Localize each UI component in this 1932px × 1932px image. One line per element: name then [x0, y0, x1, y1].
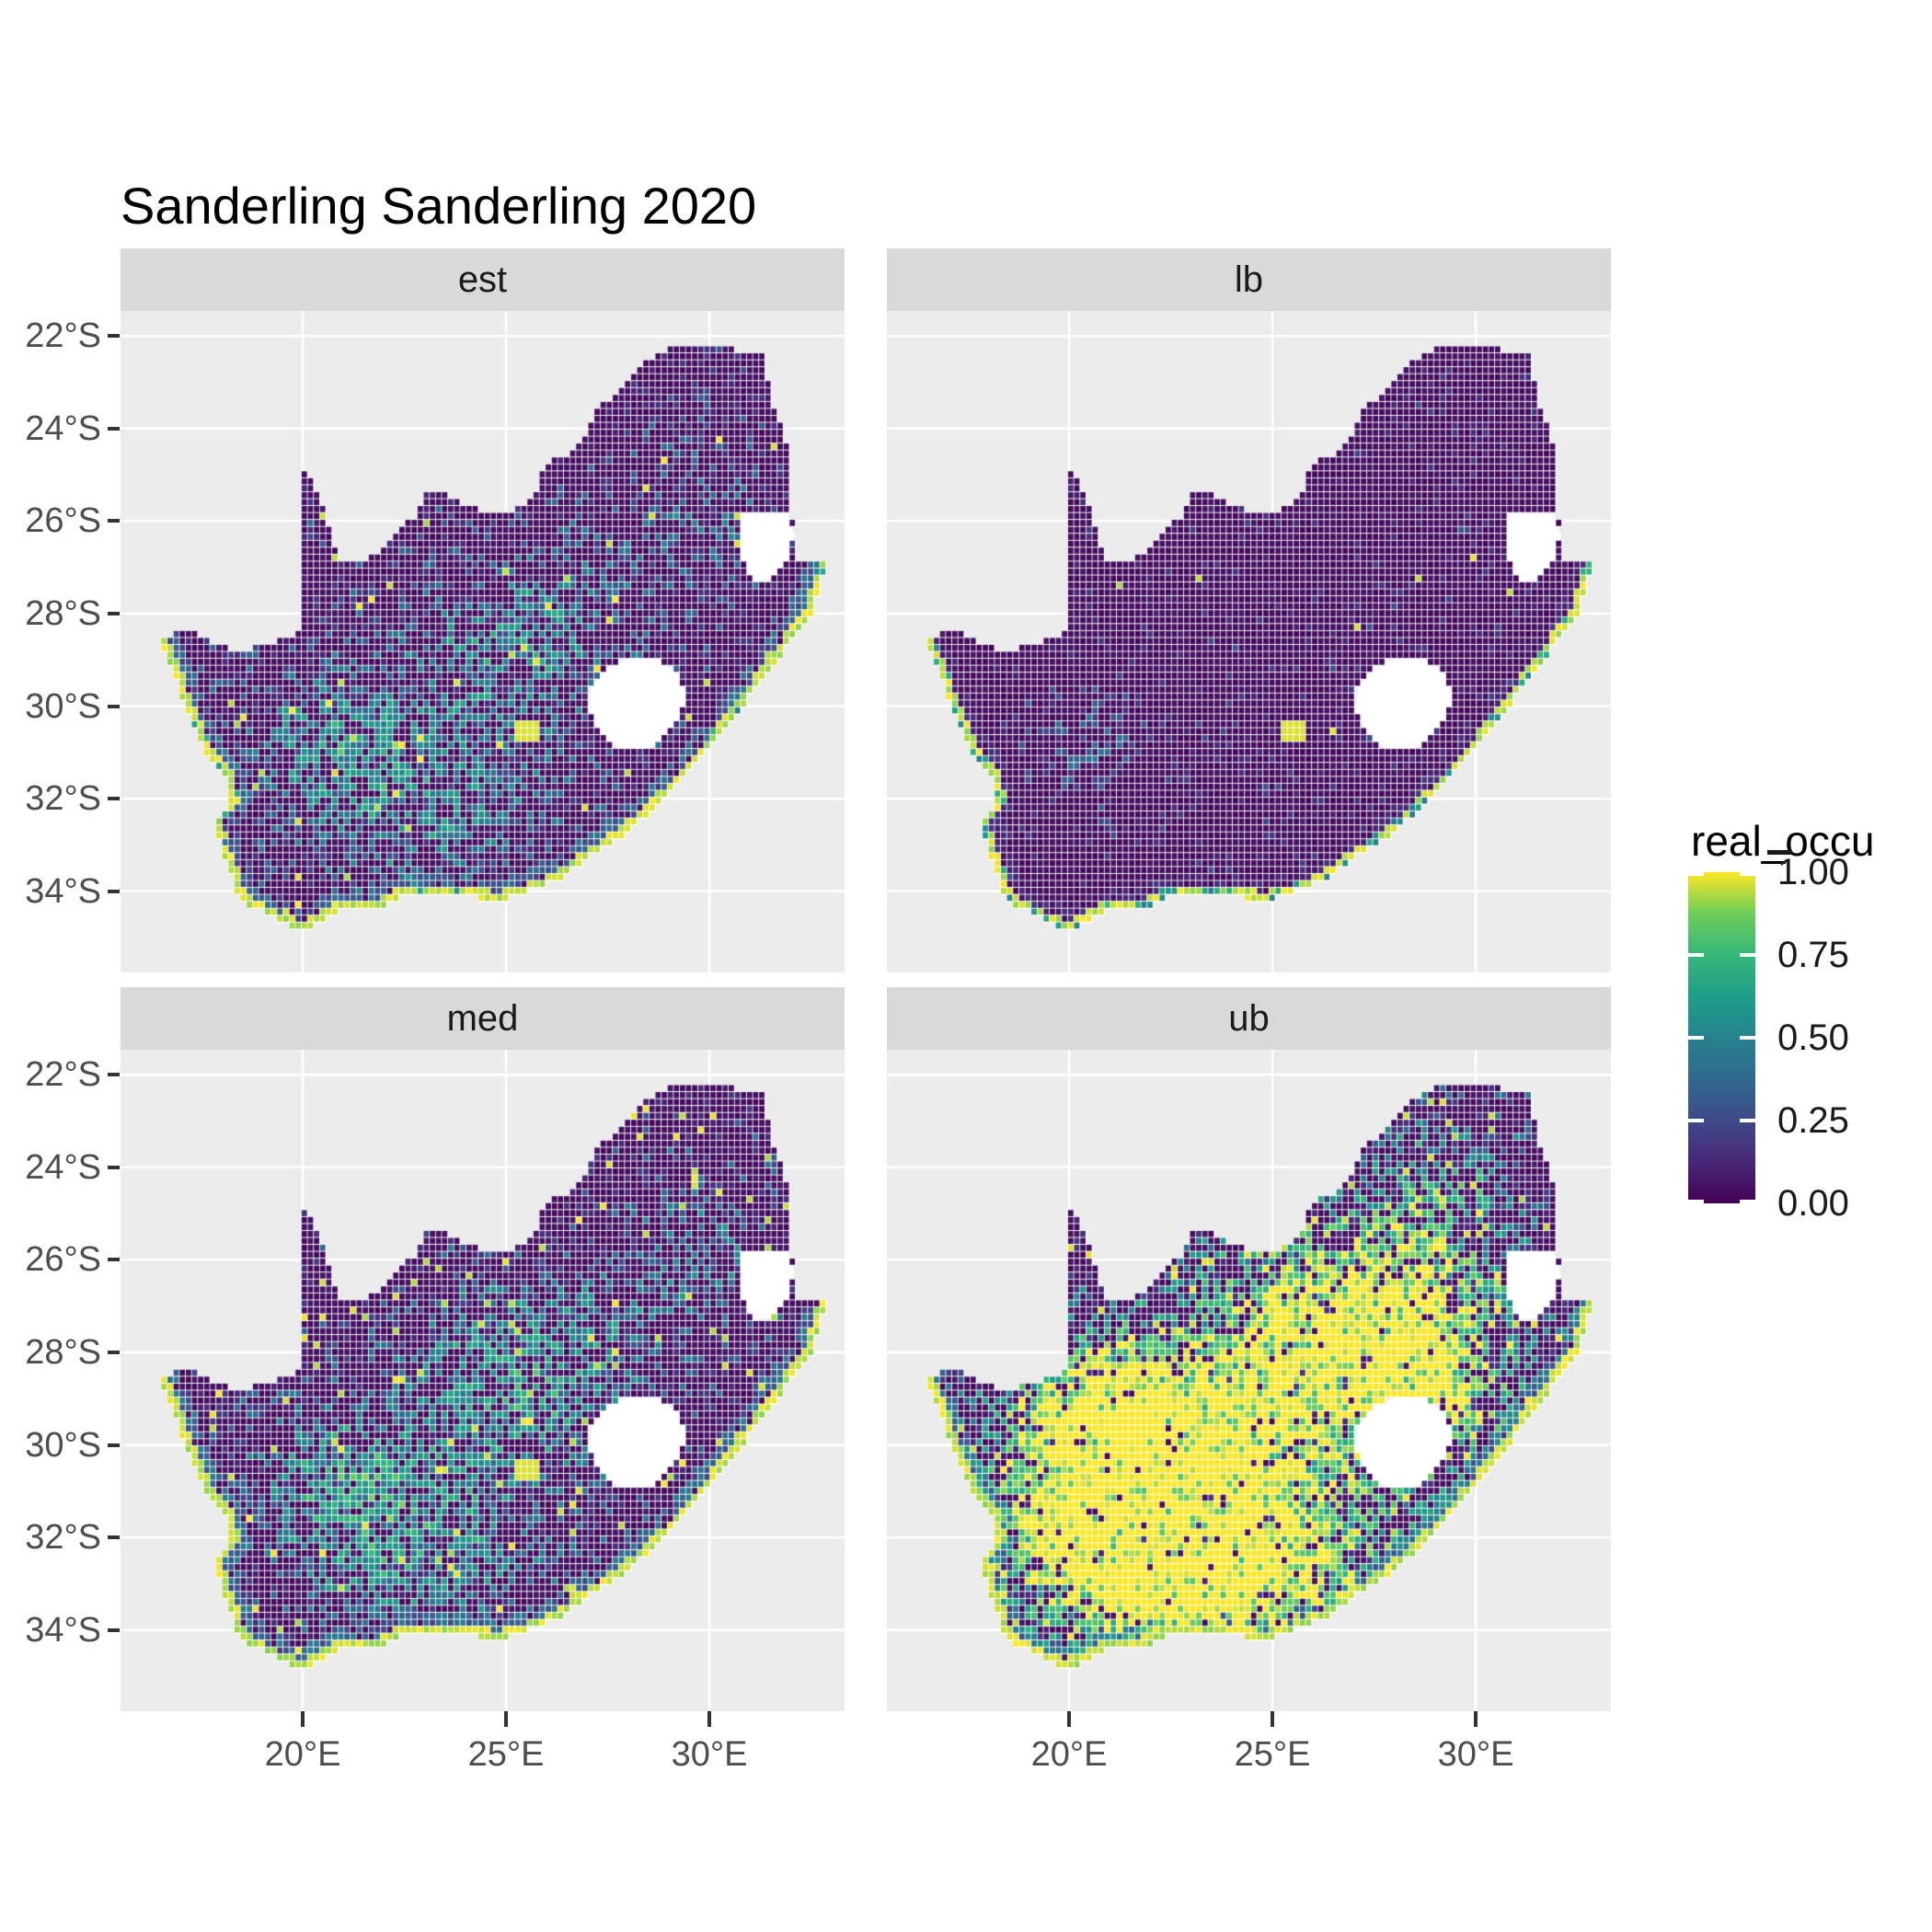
y-axis-label: 34°S	[25, 1610, 101, 1650]
legend-bar-tick-left	[1688, 872, 1704, 876]
y-tick-mark	[108, 519, 120, 523]
legend-tick-label: 0.75	[1777, 935, 1849, 975]
legend-bar-tick-right	[1740, 1036, 1755, 1040]
y-tick-mark	[108, 1627, 120, 1632]
facet-strip-label-lb: lb	[1234, 259, 1264, 300]
facet-map-est	[121, 311, 845, 972]
y-tick-mark	[108, 797, 120, 801]
y-tick-mark	[108, 426, 120, 431]
facet-strip-ub: ub	[887, 987, 1611, 1050]
legend-tick-label: 1.00	[1777, 852, 1849, 892]
y-axis-label: 22°S	[25, 1055, 101, 1095]
facet-strip-label-med: med	[446, 997, 519, 1039]
legend-tick-label: 0.00	[1777, 1183, 1849, 1224]
facet-map-lb	[887, 311, 1611, 972]
legend-bar-tick-left	[1688, 1200, 1704, 1203]
facet-strip-label-ub: ub	[1228, 997, 1270, 1039]
facet-strip-label-est: est	[457, 259, 508, 300]
y-axis-label: 26°S	[25, 1240, 101, 1280]
legend-tick-label: 0.50	[1777, 1018, 1849, 1058]
y-axis-label: 24°S	[25, 408, 101, 448]
x-tick-mark	[1474, 1711, 1478, 1727]
y-axis-label: 30°S	[25, 686, 101, 726]
y-tick-mark	[108, 334, 120, 339]
x-axis-label: 20°E	[1030, 1735, 1108, 1774]
legend-tick-label: 0.25	[1777, 1100, 1849, 1141]
legend-bar-tick-left	[1688, 953, 1704, 957]
y-tick-mark	[108, 1350, 120, 1354]
y-axis-label: 28°S	[25, 1332, 101, 1372]
y-axis-label: 32°S	[25, 1518, 101, 1558]
facet-strip-est: est	[121, 248, 845, 311]
y-tick-mark	[108, 1165, 120, 1169]
x-tick-mark	[1271, 1711, 1275, 1727]
legend-bar-tick-right	[1740, 1119, 1755, 1122]
y-axis-label: 30°S	[25, 1425, 101, 1465]
legend-bar-tick-right	[1740, 953, 1755, 957]
facet-strip-lb: lb	[887, 248, 1611, 311]
x-axis-label: 30°E	[1437, 1735, 1514, 1774]
facet-map-ub	[887, 1050, 1611, 1711]
legend-title: real_occu	[1691, 817, 1875, 865]
legend-bar-tick-right	[1740, 872, 1755, 876]
x-axis-label: 20°E	[264, 1735, 341, 1774]
x-axis-label: 25°E	[467, 1735, 545, 1774]
legend-bar-tick-right	[1740, 1200, 1755, 1203]
y-axis-label: 26°S	[25, 501, 101, 541]
y-tick-mark	[108, 1073, 120, 1077]
x-tick-mark	[707, 1711, 712, 1727]
legend-overflow-tick	[1767, 850, 1792, 855]
y-tick-mark	[108, 704, 120, 708]
y-axis-label: 34°S	[25, 871, 101, 911]
facet-map-med	[121, 1050, 845, 1711]
y-tick-mark	[108, 889, 120, 893]
plot-title: Sanderling Sanderling 2020	[121, 177, 757, 235]
legend-bar-tick-left	[1688, 1036, 1704, 1040]
y-axis-label: 24°S	[25, 1147, 101, 1187]
x-tick-mark	[1067, 1711, 1072, 1727]
y-tick-mark	[108, 1258, 120, 1262]
facet-strip-med: med	[121, 987, 845, 1050]
x-axis-label: 25°E	[1234, 1735, 1311, 1774]
y-axis-label: 32°S	[25, 779, 101, 819]
x-axis-label: 30°E	[671, 1735, 748, 1774]
y-axis-label: 28°S	[25, 593, 101, 633]
legend-bar-tick-left	[1688, 1119, 1704, 1122]
x-tick-mark	[301, 1711, 305, 1727]
y-tick-mark	[108, 611, 120, 615]
x-tick-mark	[504, 1711, 509, 1727]
y-tick-mark	[108, 1535, 120, 1540]
y-axis-label: 22°S	[25, 316, 101, 356]
y-tick-mark	[108, 1443, 120, 1447]
